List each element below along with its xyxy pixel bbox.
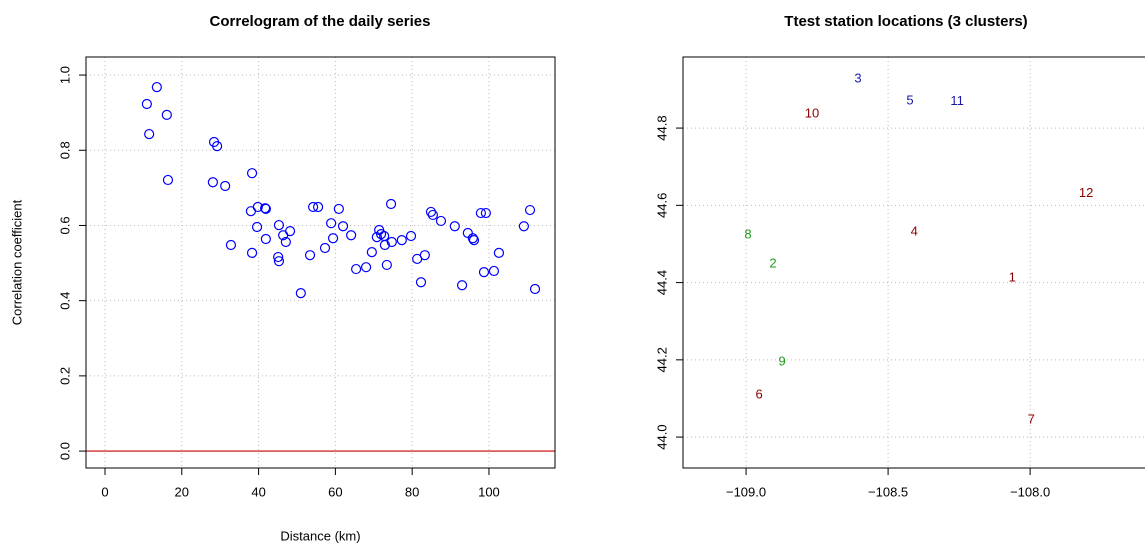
x-tick-label: 20 [175,484,189,499]
point [252,201,263,213]
point-label: 12 [1079,185,1093,200]
point [304,250,316,261]
y-tick-label: 44.2 [654,347,669,372]
x-tick-label: 0 [101,484,108,499]
point [427,209,439,221]
point-label: 5 [906,92,913,107]
point [375,229,387,240]
x-tick-label: 100 [478,484,500,499]
y-tick-label: 0.2 [57,367,72,385]
point [405,230,417,242]
point [308,201,319,213]
point [478,266,490,278]
point-label: 2 [769,255,776,270]
point [161,109,172,121]
point [212,141,223,152]
x-tick-label: −109.0 [726,484,766,499]
point [273,219,285,231]
point-label: 10 [805,106,819,121]
point [468,235,480,246]
point [151,81,162,93]
point [333,203,344,215]
point [425,206,437,218]
point [251,221,263,233]
point [456,280,468,291]
point [480,207,491,219]
y-axis-label: Correlation coefficient [9,199,24,325]
point [220,180,231,192]
point [207,177,218,188]
point [225,239,237,251]
chart-title: Ttest station locations (3 clusters) [784,13,1027,30]
point [396,235,407,246]
point [260,203,271,214]
point [141,98,152,110]
plot-box [85,56,556,469]
point-label: 9 [779,354,786,369]
point [366,247,377,258]
point [475,207,486,219]
point [245,206,257,217]
y-tick-label: 0.6 [57,216,72,234]
point-label: 3 [854,70,861,85]
point [467,233,478,244]
x-tick-label: −108.0 [1010,484,1050,499]
point [144,128,155,140]
point [273,256,285,267]
x-tick-label: 40 [251,484,265,499]
point [260,233,271,245]
point [386,236,397,248]
point [280,236,291,248]
point-label: 7 [1028,412,1035,427]
point [529,283,541,295]
point [284,226,296,237]
y-tick-label: 1.0 [57,66,72,84]
point [493,247,505,259]
point [351,263,362,275]
point [246,247,258,259]
chart-title: Correlogram of the daily series [210,13,431,30]
point [319,242,331,254]
point-label: 11 [950,93,964,108]
point [260,203,271,215]
point [435,215,447,227]
x-tick-label: −108.5 [868,484,908,499]
point-label: 6 [756,386,763,401]
point [379,239,391,251]
y-tick-label: 0.0 [57,442,72,460]
y-tick-label: 0.4 [57,292,72,310]
point [337,221,349,232]
point [346,230,357,241]
point [162,174,174,186]
x-axis-label: Distance (km) [280,528,360,543]
point [246,168,258,179]
point [518,221,529,232]
x-tick-label: 60 [328,484,342,499]
point [419,250,430,261]
point [385,198,397,210]
y-tick-label: 44.6 [654,193,669,218]
point-label: 1 [1009,269,1016,284]
point [327,233,339,244]
point [273,251,284,263]
y-tick-label: 44.4 [654,270,669,295]
plot-box [682,56,1145,469]
point [381,259,392,271]
point [524,204,536,216]
point [488,265,500,277]
point [415,277,427,288]
point [360,262,372,273]
point [313,201,324,213]
y-tick-label: 44.8 [654,115,669,140]
x-tick-label: 80 [405,484,419,499]
y-tick-label: 44.0 [654,424,669,449]
point [295,288,306,299]
point [326,218,337,229]
point-label: 8 [744,227,751,242]
point-label: 4 [911,223,918,238]
y-tick-label: 0.8 [57,141,72,159]
point [449,221,460,232]
